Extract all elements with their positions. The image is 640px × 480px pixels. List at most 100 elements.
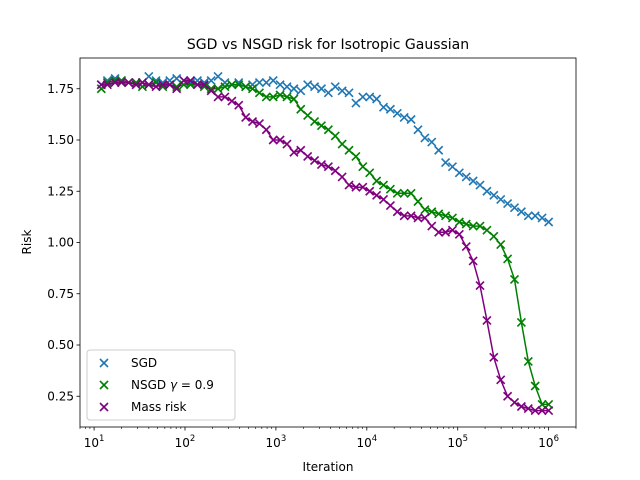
data-point <box>282 82 292 92</box>
data-point <box>303 151 313 161</box>
data-point <box>523 403 533 414</box>
data-point <box>420 213 430 223</box>
data-point <box>213 84 223 94</box>
data-point <box>365 168 375 178</box>
data-point <box>206 84 216 94</box>
y-tick-label: 0.50 <box>47 338 74 352</box>
legend-label: Mass risk <box>131 400 187 414</box>
x-axis-label: Iteration <box>303 460 354 474</box>
data-point <box>275 90 285 100</box>
data-point <box>330 82 340 92</box>
data-point <box>440 227 451 237</box>
data-point <box>261 125 271 135</box>
data-point <box>179 75 189 86</box>
y-tick-label: 1.25 <box>47 184 74 198</box>
data-point <box>496 239 506 250</box>
y-tick-label: 0.25 <box>47 389 74 403</box>
plot-area <box>96 71 554 416</box>
data-point <box>365 186 375 196</box>
legend-box <box>86 349 236 421</box>
data-point <box>461 219 471 229</box>
x-tick-label: 101 <box>84 434 105 450</box>
chart-title: SGD vs NSGD risk for Isotropic Gaussian <box>187 37 469 53</box>
data-point <box>358 182 368 192</box>
data-point <box>413 196 423 207</box>
legend-label: SGD <box>131 356 157 370</box>
data-point <box>365 92 375 102</box>
data-point <box>247 84 258 94</box>
data-point <box>378 102 389 112</box>
legend: SGD NSGD γ = 0.9 Mass risk <box>86 349 236 421</box>
data-point <box>351 182 361 192</box>
data-point <box>351 151 361 161</box>
data-point <box>392 207 402 217</box>
data-point <box>544 406 554 416</box>
data-point <box>185 75 196 86</box>
data-point <box>378 180 389 190</box>
data-point <box>241 112 251 123</box>
data-point <box>289 84 299 94</box>
data-point <box>392 188 402 198</box>
data-point <box>440 211 451 221</box>
data-point <box>509 274 520 284</box>
x-tick-label: 105 <box>447 434 468 450</box>
data-point <box>234 100 244 110</box>
data-point <box>282 92 292 102</box>
x-tick-label: 102 <box>175 434 196 450</box>
data-point <box>372 94 382 104</box>
axis-ticks: 101 102 103 104 105 106 0.25 0.50 0.75 1.00 1.25 1.… <box>47 82 577 450</box>
data-point <box>523 356 533 366</box>
data-point <box>434 227 444 237</box>
data-point <box>440 157 451 168</box>
data-point <box>392 108 402 118</box>
x-tick-label: 104 <box>356 434 377 450</box>
data-point <box>516 401 526 412</box>
data-point <box>509 203 520 213</box>
y-tick-label: 0.75 <box>47 287 74 301</box>
data-point <box>406 211 416 221</box>
data-point <box>530 211 540 221</box>
data-point <box>172 84 182 94</box>
data-point <box>537 213 547 223</box>
data-point <box>503 198 513 209</box>
data-point <box>475 221 485 231</box>
data-point <box>372 190 382 200</box>
data-point <box>399 112 409 123</box>
y-tick-label: 1.75 <box>47 82 74 96</box>
data-point <box>344 180 354 190</box>
data-point <box>344 88 354 98</box>
data-point <box>289 147 299 157</box>
data-point <box>496 194 506 205</box>
legend-item: Mass risk <box>99 400 187 414</box>
data-point <box>227 96 237 106</box>
data-point <box>316 160 327 170</box>
data-point <box>503 254 513 264</box>
data-point <box>309 155 320 166</box>
legend-item: NSGD γ = 0.9 <box>99 378 214 392</box>
legend-marker <box>99 402 109 412</box>
data-point <box>468 176 478 186</box>
data-point <box>192 80 202 90</box>
data-point <box>131 80 141 90</box>
data-point <box>413 125 423 135</box>
data-point <box>489 352 499 362</box>
data-point <box>213 92 223 102</box>
y-tick-label: 1.50 <box>47 133 74 147</box>
data-point <box>385 104 395 114</box>
x-tick-label: 103 <box>266 434 287 450</box>
data-point <box>358 92 368 102</box>
data-point <box>427 137 437 147</box>
data-point <box>330 131 340 141</box>
data-point <box>447 225 458 235</box>
data-point <box>227 80 237 90</box>
series-1 <box>96 75 554 410</box>
x-tick-label: 106 <box>538 434 559 450</box>
y-tick-label: 1.00 <box>47 236 74 250</box>
data-point <box>406 114 416 125</box>
data-point <box>468 221 478 231</box>
data-point <box>461 172 471 182</box>
data-point <box>220 82 230 92</box>
data-point <box>268 135 278 145</box>
legend-item: SGD <box>99 356 157 370</box>
